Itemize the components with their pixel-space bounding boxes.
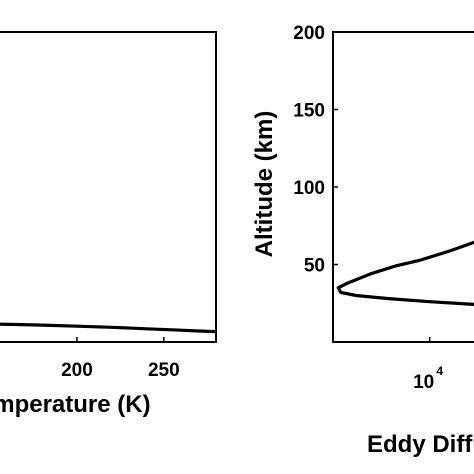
- temperature-axis-title: Temperature (K): [0, 391, 151, 418]
- temperature-x-ticks: 200 250: [61, 337, 180, 381]
- altitude-tick-label: 100: [293, 178, 325, 199]
- eddy-x-tick-label: 10: [413, 372, 434, 393]
- altitude-tick-label: 50: [304, 256, 325, 277]
- altitude-tick-label: 200: [293, 23, 325, 44]
- eddy-axis-ticks: 50 100 150 200 104: [293, 23, 443, 393]
- eddy-axis-title: Eddy Diffusion: [367, 431, 474, 458]
- temperature-plot-frame: [0, 31, 217, 343]
- eddy-diffusion-profile-line: [336, 240, 474, 307]
- temperature-x-tick-label: 200: [61, 360, 93, 381]
- altitude-tick-label: 150: [293, 101, 325, 122]
- temperature-panel: 200 250 Temperature (K): [0, 31, 217, 418]
- temperature-profile-line: [0, 322, 217, 334]
- altitude-axis-title: Altitude (km): [251, 111, 278, 258]
- eddy-diffusion-panel: 50 100 150 200 104 Eddy Diffusion Altitude (…: [251, 23, 474, 458]
- eddy-x-tick-exponent: 4: [436, 364, 443, 378]
- temperature-x-tick-label: 250: [148, 360, 180, 381]
